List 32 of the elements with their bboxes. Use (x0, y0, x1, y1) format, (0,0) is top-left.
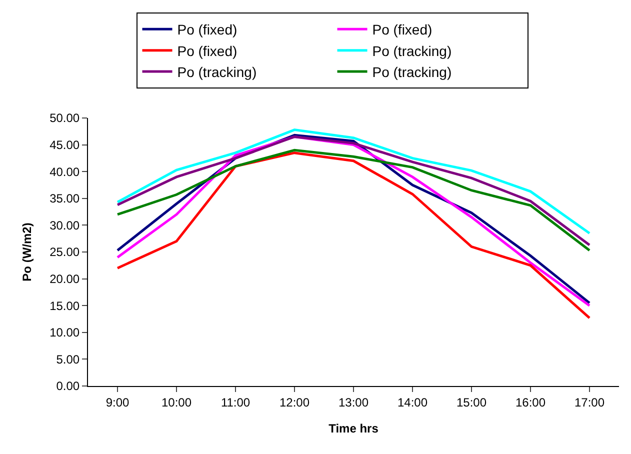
y-tick-label: 25.00 (50, 245, 80, 260)
y-tick-label: 10.00 (50, 326, 80, 340)
y-tick-label: 15.00 (50, 298, 80, 313)
legend-label: Po (tracking) (372, 42, 452, 59)
legend-label: Po (tracking) (372, 64, 452, 80)
y-tick-label: 5.00 (56, 352, 80, 366)
x-tick-label: 14:00 (397, 395, 428, 410)
x-tick-label: 13:00 (338, 395, 369, 410)
line-series (116, 128, 591, 234)
x-tick-label: 15:00 (456, 395, 487, 410)
x-tick-label: 11:00 (220, 395, 250, 410)
line-series (116, 148, 591, 252)
y-tick-label: 50.00 (50, 111, 80, 126)
x-tick-label: 17:00 (574, 395, 605, 410)
x-tick-label: 9:00 (106, 395, 130, 410)
y-tick-label: 45.00 (50, 138, 80, 152)
y-tick-label: 20.00 (50, 272, 80, 286)
y-tick-label: 0.00 (56, 379, 80, 394)
legend-label: Po (tracking) (177, 64, 257, 80)
line-series (116, 152, 591, 320)
y-tick-label: 40.00 (50, 164, 80, 179)
x-tick-label: 10:00 (161, 395, 192, 410)
legend-label: Po (fixed) (177, 42, 238, 59)
y-tick-label: 35.00 (50, 192, 80, 206)
legend-label: Po (fixed) (372, 22, 432, 38)
y-axis-title: Po (W/m2) (20, 222, 34, 282)
x-tick-label: 12:00 (279, 395, 310, 410)
x-axis-title: Time hrs (328, 421, 379, 436)
y-tick-label: 30.00 (50, 218, 80, 232)
line-series (116, 136, 591, 246)
legend-label: Po (fixed) (177, 22, 238, 38)
x-tick-label: 16:00 (515, 395, 546, 410)
